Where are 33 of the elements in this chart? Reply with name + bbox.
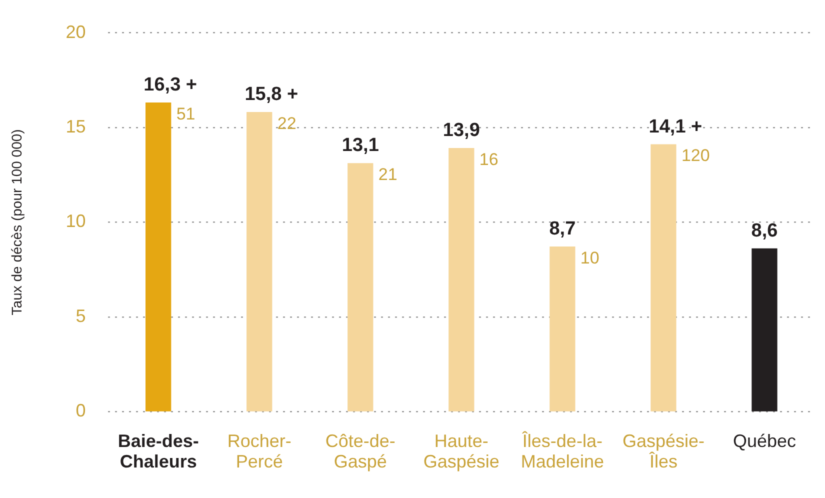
y-tick-label: 10 xyxy=(66,211,86,232)
bar xyxy=(752,248,778,412)
annotation: 22 xyxy=(277,114,296,134)
y-axis-title: Taux de décès (pour 100 000) xyxy=(8,129,24,316)
bar xyxy=(448,148,474,412)
y-tick-label: 5 xyxy=(76,306,86,326)
data-label: 15,8 + xyxy=(244,84,298,106)
y-tick-label: 15 xyxy=(66,116,86,136)
y-tick-label: 20 xyxy=(66,22,86,42)
annotation: 120 xyxy=(681,146,710,166)
bar xyxy=(650,144,676,412)
annotation: 21 xyxy=(378,165,398,184)
annotation: 51 xyxy=(176,104,196,124)
data-label: 8,6 xyxy=(751,220,778,242)
x-tick-label: Haute-Gaspésie xyxy=(423,430,500,472)
x-tick-label: Côte-de-Gaspé xyxy=(325,430,396,472)
annotation: 16 xyxy=(479,150,498,170)
data-label: 14,1 + xyxy=(648,116,702,138)
bar xyxy=(146,102,172,412)
annotation: 10 xyxy=(580,248,600,268)
data-label: 13,9 xyxy=(442,120,480,142)
x-tick-label: Gaspésie-Îles xyxy=(622,430,704,472)
data-label: 8,7 xyxy=(549,218,576,240)
x-tick-label: Îles-de-la-Madeleine xyxy=(520,430,604,472)
bar xyxy=(246,112,272,412)
y-tick-label: 0 xyxy=(76,400,86,421)
bar xyxy=(348,163,374,412)
x-tick-label: Québec xyxy=(732,430,796,451)
bar xyxy=(550,246,576,412)
x-tick-label: Rocher-Percé xyxy=(227,430,292,472)
data-label: 13,1 xyxy=(342,135,380,156)
data-label: 16,3 + xyxy=(144,74,198,96)
x-tick-label: Baie-des-Chaleurs xyxy=(118,430,199,472)
